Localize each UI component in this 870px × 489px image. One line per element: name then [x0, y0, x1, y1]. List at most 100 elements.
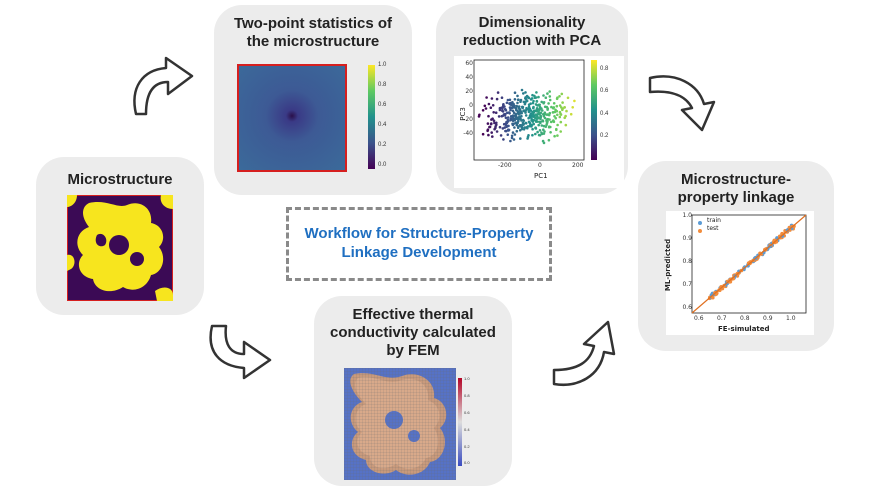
pca-point	[522, 109, 525, 113]
pca-point	[515, 109, 518, 112]
pca-point	[525, 95, 529, 98]
cbar-tick: 0.0	[464, 460, 470, 465]
pca-point	[487, 114, 490, 118]
pca-point	[541, 109, 544, 112]
pca-point	[553, 115, 556, 118]
pca-point	[534, 120, 538, 123]
pca-point	[521, 118, 525, 122]
pca-point	[529, 109, 533, 112]
pca-point	[550, 105, 553, 109]
linkage-xlabel: FE-simulated	[718, 325, 770, 333]
pca-point	[490, 131, 493, 134]
pca-point	[539, 121, 542, 125]
pca-card: Dimensionality reduction with PCA 60 40 …	[436, 4, 628, 194]
parity-line	[691, 214, 807, 314]
pca-point	[534, 132, 537, 136]
pca-point	[553, 134, 556, 138]
workflow-title-box: Workflow for Structure-Property Linkage …	[286, 207, 552, 281]
pca-point	[514, 116, 518, 119]
pca-point	[492, 111, 495, 114]
pca-point	[508, 106, 512, 109]
linkage-ylabel: ML-predicted	[664, 238, 673, 292]
pca-point	[528, 115, 532, 119]
pca-point	[565, 109, 568, 113]
pca-point	[519, 137, 522, 140]
pca-point	[537, 133, 541, 137]
linkage-card: Microstructure- property linkage train t…	[638, 161, 834, 351]
linkage-title: Microstructure- property linkage	[677, 171, 795, 206]
pca-point	[549, 120, 553, 124]
pca-point	[511, 123, 515, 127]
cbar-tick: 0.8	[600, 66, 609, 72]
ytick: 20	[465, 88, 473, 95]
pca-point	[561, 101, 564, 104]
pca-point	[508, 98, 512, 102]
pca-point	[510, 134, 514, 138]
pca-point	[530, 97, 534, 100]
pca-point	[529, 112, 533, 115]
pca-point	[543, 116, 547, 120]
pca-point	[535, 91, 538, 94]
pca-point	[537, 110, 540, 114]
fem-colorbar-labels: 1.0 0.8 0.6 0.4 0.2 0.0	[464, 376, 480, 466]
pca-point	[481, 109, 485, 112]
pca-point	[523, 102, 527, 106]
pca-point	[494, 125, 497, 128]
pca-point	[537, 95, 540, 99]
ytick: 0.9	[682, 235, 692, 242]
pca-point	[512, 102, 515, 106]
pca-colorbar-labels: 0.8 0.6 0.4 0.2	[600, 66, 622, 166]
pca-point	[515, 104, 518, 108]
pca-point	[522, 100, 526, 104]
pca-xticks: -200 0 200	[498, 162, 618, 172]
ytick: 40	[465, 74, 473, 81]
pca-point	[490, 118, 493, 121]
pca-point	[559, 120, 563, 124]
ytick: 0	[469, 102, 473, 109]
fem-mesh-image	[344, 368, 462, 480]
pca-point	[507, 124, 510, 128]
pca-point	[512, 111, 516, 114]
two-point-title: Two-point statistics of the microstructu…	[233, 15, 393, 50]
two-point-heatmap	[237, 64, 375, 172]
pca-scatter	[454, 56, 624, 188]
pca-point	[573, 99, 576, 103]
pca-point	[485, 96, 488, 99]
pca-point	[502, 113, 506, 116]
pca-point	[531, 101, 535, 105]
pca-point	[571, 106, 574, 109]
pca-point	[516, 126, 520, 129]
pca-point	[536, 104, 539, 107]
pca-point	[519, 109, 522, 112]
pca-point	[511, 109, 515, 113]
pca-point	[525, 126, 529, 129]
pca-point	[566, 96, 570, 100]
pca-point	[541, 113, 545, 116]
pca-point	[502, 138, 505, 141]
pca-point	[484, 107, 488, 110]
pca-point	[516, 101, 519, 105]
pca-point	[555, 109, 559, 113]
xtick: 0.9	[763, 315, 773, 322]
pca-point	[564, 123, 568, 127]
pca-point	[505, 101, 509, 105]
pca-point	[506, 118, 510, 122]
pca-point	[540, 107, 543, 110]
pca-point	[508, 102, 511, 105]
pca-point	[506, 116, 510, 119]
pca-point	[528, 121, 531, 125]
pca-point	[532, 99, 535, 103]
pca-point	[556, 134, 559, 137]
cbar-tick: 1.0	[378, 62, 387, 68]
pca-point	[518, 116, 522, 119]
pca-point	[512, 114, 516, 117]
pca-point	[520, 125, 524, 129]
pca-point	[527, 105, 531, 109]
cbar-tick: 0.4	[378, 122, 387, 128]
pca-point	[520, 88, 524, 92]
pca-point	[498, 125, 502, 129]
pca-point	[515, 129, 519, 133]
pca-point	[517, 120, 520, 123]
pca-point	[477, 115, 481, 118]
pca-point	[547, 138, 551, 142]
